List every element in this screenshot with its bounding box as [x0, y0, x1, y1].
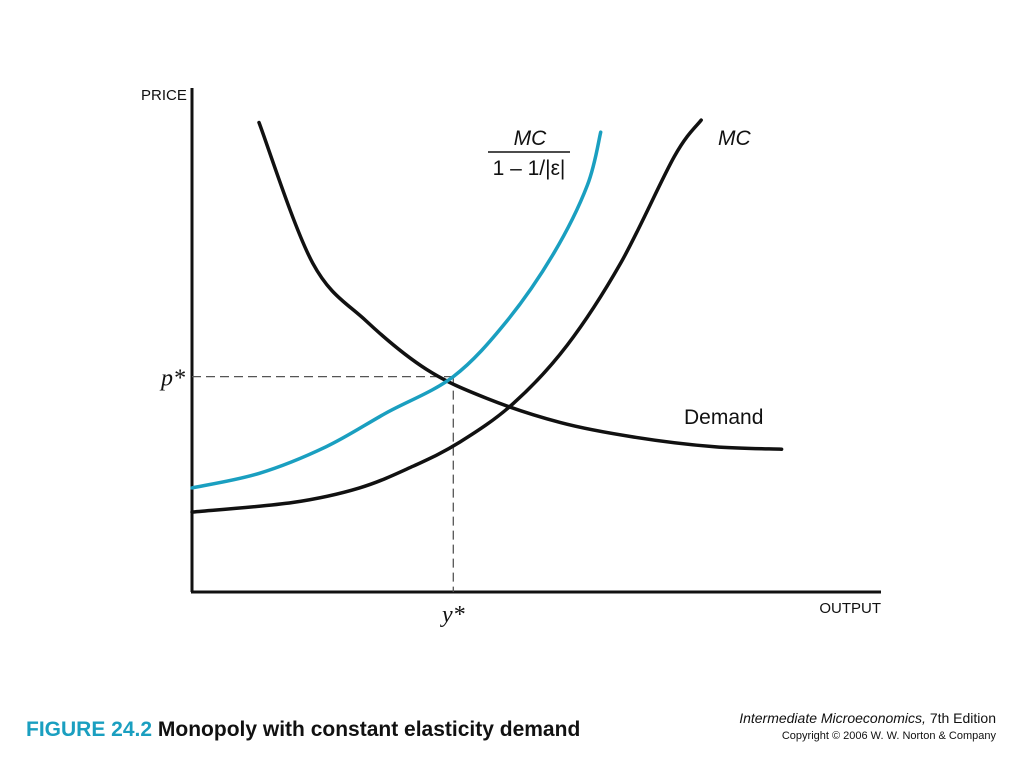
copyright-text: Copyright © 2006 W. W. Norton & Company — [781, 730, 996, 742]
y-axis-title: PRICE — [141, 87, 187, 104]
x-axis-title: OUTPUT — [819, 600, 881, 617]
book-edition: 7th Edition — [929, 710, 996, 726]
demand-curve-label: Demand — [684, 406, 763, 429]
book-title: Intermediate Microeconomics, — [739, 710, 926, 726]
figure-title: Monopoly with constant elasticity demand — [157, 718, 581, 741]
figure-number: FIGURE 24.2 — [26, 718, 153, 741]
book-line: Intermediate Microeconomics, 7th Edition — [739, 709, 996, 728]
credits: Intermediate Microeconomics, 7th Edition… — [739, 709, 996, 744]
markup-curve-label-denominator: 1 – 1/|ε| — [493, 157, 566, 180]
y-star-label: y* — [440, 602, 465, 628]
demand-curve — [257, 120, 784, 451]
mc-curve-label: MC — [718, 127, 751, 150]
markup-curve — [190, 130, 603, 490]
markup-curve-label-numerator: MC — [514, 127, 547, 150]
figure-caption: FIGURE 24.2 Monopoly with constant elast… — [26, 718, 580, 742]
p-star-label: p* — [159, 366, 185, 392]
mc-curve — [190, 118, 703, 514]
